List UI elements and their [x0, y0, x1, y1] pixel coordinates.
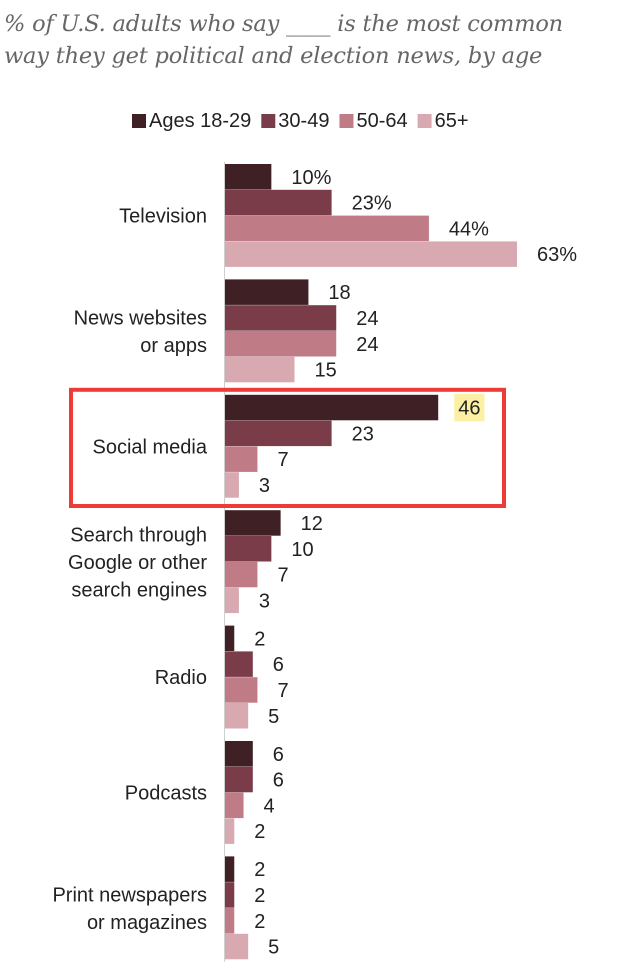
- bar-6-1: [225, 882, 235, 908]
- category-label-line: News websites: [74, 307, 207, 329]
- data-label-6-1: 2: [254, 885, 265, 907]
- category-label-5: Podcasts: [125, 783, 207, 805]
- data-label-5-3: 2: [254, 821, 265, 843]
- data-label-5-1: 6: [273, 770, 284, 792]
- data-label-6-0: 2: [254, 859, 265, 881]
- data-label-0-0: 10%: [291, 167, 331, 189]
- data-label-0-2: 44%: [449, 218, 489, 240]
- data-label-3-0: 12: [301, 513, 323, 535]
- category-label-line: Print newspapers: [52, 884, 207, 906]
- legend-swatch-0: [132, 114, 146, 128]
- category-label-line: Radio: [155, 667, 207, 689]
- bar-5-0: [225, 741, 253, 767]
- category-label-line: or apps: [140, 335, 207, 357]
- category-label-1: News websites or apps: [74, 307, 207, 357]
- bar-0-0: [225, 164, 272, 190]
- bar-0-2: [225, 215, 429, 242]
- category-label-2: Social media: [92, 436, 207, 458]
- category-label-line: Search through: [70, 524, 207, 546]
- data-label-6-3: 5: [268, 937, 279, 959]
- bar-2-2: [225, 446, 258, 472]
- bar-0-3: [225, 241, 517, 267]
- bar-5-3: [225, 818, 235, 844]
- data-label-6-2: 2: [254, 911, 265, 933]
- category-label-0: Television: [119, 206, 207, 228]
- data-label-3-1: 10: [291, 539, 313, 561]
- bar-1-0: [225, 279, 309, 305]
- bar-1-2: [225, 331, 337, 357]
- data-label-5-0: 6: [273, 744, 284, 766]
- category-label-line: Social media: [92, 436, 207, 458]
- bar-2-3: [225, 472, 239, 498]
- bar-3-3: [225, 587, 239, 614]
- bar-0-1: [225, 189, 332, 216]
- data-label-4-2: 7: [277, 680, 288, 702]
- legend-label-3: 65+: [435, 110, 469, 132]
- bar-6-2: [225, 908, 235, 934]
- category-label-4: Radio: [155, 667, 207, 689]
- data-label-4-0: 2: [254, 628, 265, 650]
- data-label-0-3: 63%: [537, 244, 577, 266]
- bar-4-2: [225, 677, 258, 703]
- category-label-line: search engines: [71, 579, 207, 601]
- data-label-1-1: 24: [356, 308, 378, 330]
- bar-6-3: [225, 933, 249, 960]
- data-label-5-2: 4: [264, 795, 275, 817]
- highlight-box: [69, 387, 506, 508]
- bar-4-0: [225, 625, 235, 652]
- legend-swatch-3: [417, 114, 432, 128]
- legend-swatch-2: [339, 114, 354, 128]
- bar-6-0: [225, 856, 235, 882]
- bar-1-1: [225, 305, 337, 331]
- legend-label-1: 30-49: [278, 110, 329, 132]
- data-label-2-2: 7: [277, 449, 288, 471]
- data-label-1-0: 18: [328, 282, 350, 304]
- bar-1-3: [225, 356, 295, 383]
- data-label-1-2: 24: [356, 334, 378, 356]
- data-label-0-1: 23%: [352, 193, 392, 215]
- data-label-2-1: 23: [352, 423, 374, 445]
- bar-4-3: [225, 703, 249, 729]
- bar-2-0: [225, 394, 439, 421]
- bar-4-1: [225, 651, 253, 677]
- data-label-3-2: 7: [277, 565, 288, 587]
- category-label-line: Television: [119, 206, 207, 228]
- bar-3-0: [225, 510, 281, 536]
- data-label-1-3: 15: [315, 360, 337, 382]
- category-label-line: Google or other: [68, 552, 207, 574]
- category-label-line: Podcasts: [125, 783, 207, 805]
- data-label-3-3: 3: [259, 590, 270, 612]
- data-label-4-3: 5: [268, 706, 279, 728]
- legend-swatch-1: [261, 114, 276, 128]
- data-label-2-0: 46: [458, 398, 480, 420]
- data-label-2-3: 3: [259, 475, 270, 497]
- legend-label-2: 50-64: [356, 110, 407, 132]
- legend-label-0: Ages 18-29: [149, 110, 251, 132]
- category-label-6: Print newspapers or magazines: [52, 884, 207, 934]
- category-label-3: Search through Google or other search engi…: [68, 524, 207, 601]
- bar-3-2: [225, 561, 258, 588]
- bar-5-2: [225, 792, 244, 819]
- chart-subtitle: % of U.S. adults who say ____ is the mos…: [4, 11, 563, 69]
- data-label-4-1: 6: [273, 654, 284, 676]
- highlight-label-background: [454, 393, 485, 422]
- bar-2-1: [225, 420, 332, 447]
- bar-5-1: [225, 766, 253, 793]
- category-label-line: or magazines: [87, 912, 207, 934]
- bar-3-1: [225, 536, 272, 562]
